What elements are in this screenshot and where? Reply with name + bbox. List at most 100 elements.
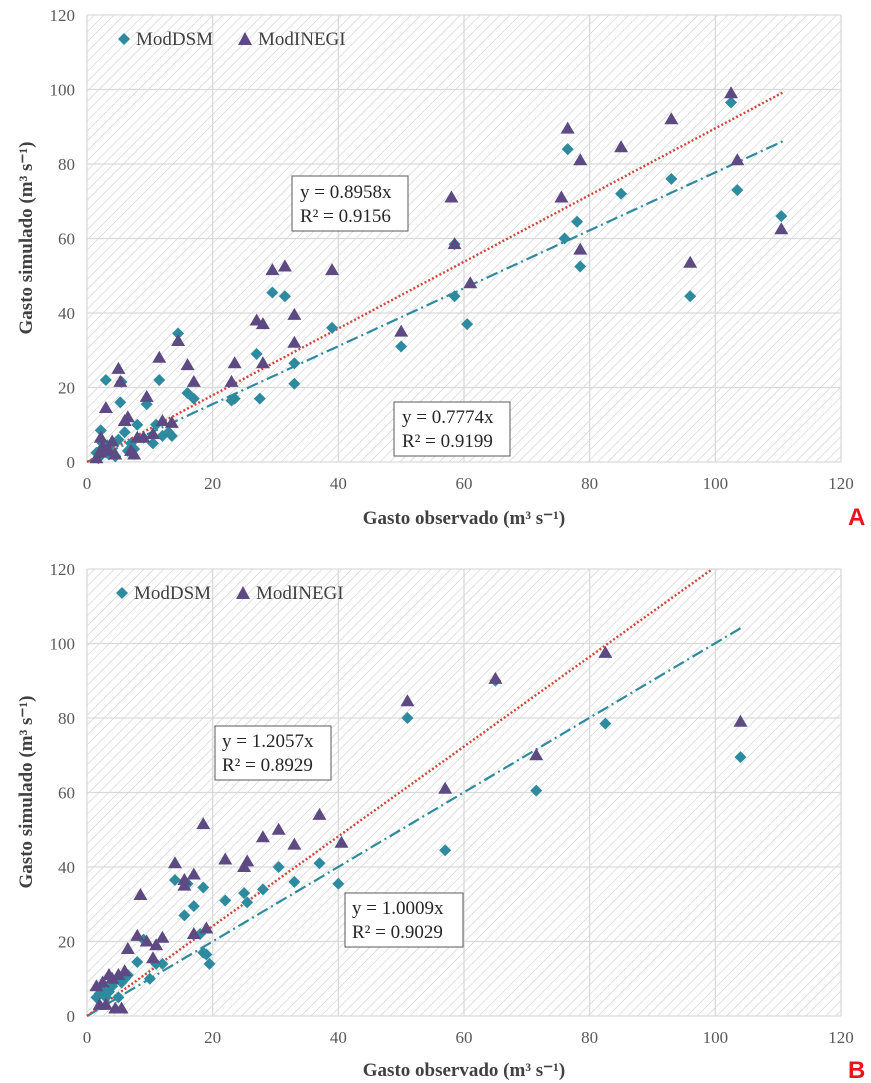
point-modinegi — [488, 671, 503, 684]
point-moddsm — [599, 717, 612, 730]
x-tick-label: 0 — [83, 1028, 92, 1047]
point-modinegi — [95, 975, 110, 988]
x-tick-label: 100 — [703, 474, 729, 493]
legend: ModDSM ModINEGI — [118, 29, 346, 50]
point-modinegi — [447, 237, 462, 250]
equation-modinegi: y = 1.2057x — [222, 731, 314, 752]
point-modinegi — [218, 852, 233, 865]
legend-moddsm-label: ModDSM — [136, 29, 213, 50]
point-modinegi — [108, 447, 123, 460]
legend-modinegi-label: ModINEGI — [256, 583, 344, 604]
point-modinegi — [120, 941, 135, 954]
point-moddsm — [395, 340, 408, 353]
point-modinegi — [93, 430, 108, 443]
point-modinegi — [139, 934, 154, 947]
point-moddsm — [574, 260, 587, 273]
point-modinegi — [774, 222, 789, 235]
point-modinegi — [224, 374, 239, 387]
legend-moddsm-marker — [118, 33, 130, 45]
point-modinegi — [186, 374, 201, 387]
point-moddsm — [178, 909, 191, 922]
x-axis-title: Gasto observado (m³ s⁻¹) — [363, 508, 565, 529]
point-modinegi — [560, 121, 575, 134]
x-tick-label: 120 — [828, 1028, 854, 1047]
panel-label-b: B — [848, 1057, 865, 1083]
point-modinegi — [255, 317, 270, 330]
point-modinegi — [394, 324, 409, 337]
point-modinegi — [733, 714, 748, 727]
x-tick-label: 80 — [581, 474, 598, 493]
y-tick-label: 40 — [58, 304, 75, 323]
point-modinegi — [155, 930, 170, 943]
point-modinegi — [105, 971, 120, 984]
point-modinegi — [255, 830, 270, 843]
point-moddsm — [326, 321, 339, 334]
r2-moddsm: R² = 0.9199 — [402, 431, 493, 452]
x-tick-label: 40 — [330, 1028, 347, 1047]
point-modinegi — [683, 255, 698, 268]
y-axis-title: Gasto simulado (m³ s⁻¹) — [16, 142, 37, 335]
point-modinegi — [598, 645, 613, 658]
point-modinegi — [196, 817, 211, 830]
point-modinegi — [117, 964, 132, 977]
y-tick-label: 100 — [50, 635, 76, 654]
point-modinegi — [98, 400, 113, 413]
y-tick-labels: 0 20 40 60 80 100 120 — [50, 560, 76, 1026]
point-modinegi — [287, 307, 302, 320]
point-modinegi — [730, 153, 745, 166]
point-moddsm — [156, 957, 169, 970]
point-moddsm — [143, 972, 156, 985]
trendlines — [86, 90, 786, 464]
panel-label-a: A — [848, 504, 865, 531]
point-moddsm — [278, 290, 291, 303]
y-tick-label: 120 — [50, 560, 76, 579]
y-tick-label: 0 — [67, 453, 76, 472]
point-moddsm — [313, 857, 326, 870]
y-tick-label: 80 — [58, 155, 75, 174]
point-modinegi — [614, 140, 629, 153]
equation-box-moddsm: y = 0.7774x R² = 0.9199 — [393, 401, 511, 457]
point-modinegi — [136, 430, 151, 443]
y-tick-label: 40 — [58, 858, 75, 877]
point-modinegi — [334, 835, 349, 848]
point-moddsm — [219, 894, 232, 907]
point-moddsm — [203, 957, 216, 970]
point-modinegi — [240, 854, 255, 867]
point-moddsm — [571, 215, 584, 228]
point-modinegi — [177, 873, 192, 886]
point-modinegi — [133, 887, 148, 900]
point-modinegi — [463, 276, 478, 289]
point-modinegi — [111, 361, 126, 374]
r2-modinegi: R² = 0.9156 — [300, 206, 391, 227]
point-moddsm — [131, 955, 144, 968]
point-moddsm — [153, 374, 166, 387]
point-modinegi — [444, 190, 459, 203]
legend-moddsm-marker — [116, 587, 128, 599]
x-tick-label: 60 — [456, 1028, 473, 1047]
point-moddsm — [332, 877, 345, 890]
point-moddsm — [228, 392, 241, 405]
point-moddsm — [266, 286, 279, 299]
point-moddsm — [146, 437, 159, 450]
point-moddsm — [439, 844, 452, 857]
point-moddsm — [288, 357, 301, 370]
point-moddsm — [172, 327, 185, 340]
point-modinegi — [287, 837, 302, 850]
point-moddsm — [684, 290, 697, 303]
x-tick-label: 20 — [204, 1028, 221, 1047]
x-axis-title: Gasto observado (m³ s⁻¹) — [363, 1060, 565, 1081]
point-moddsm — [256, 883, 269, 896]
x-tick-label: 60 — [456, 474, 473, 493]
x-tick-labels: 0 20 40 60 80 100 120 — [83, 474, 854, 493]
point-moddsm — [200, 948, 213, 961]
point-modinegi — [554, 190, 569, 203]
legend-modinegi-marker — [238, 32, 252, 45]
legend-modinegi-label: ModINEGI — [258, 29, 346, 50]
point-moddsm — [401, 712, 414, 724]
trendline-moddsm — [86, 139, 785, 463]
y-tick-label: 80 — [58, 709, 75, 728]
y-tick-label: 100 — [50, 81, 76, 100]
trendline-modinegi — [86, 90, 786, 464]
y-tick-label: 60 — [58, 784, 75, 803]
